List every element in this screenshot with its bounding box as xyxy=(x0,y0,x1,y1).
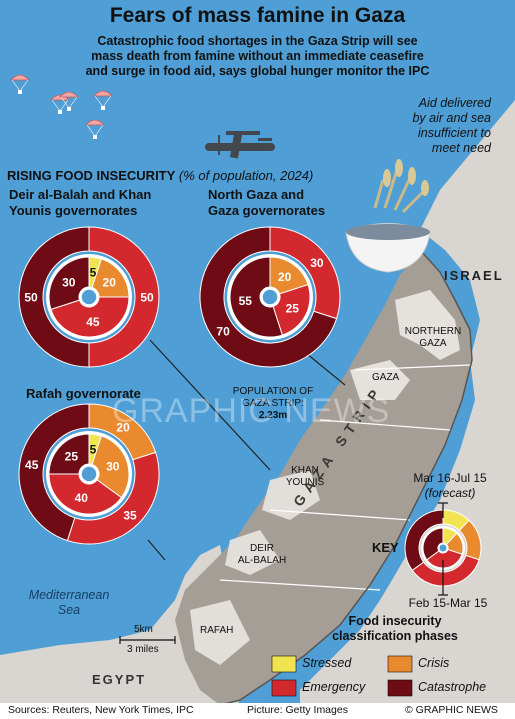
key-donut xyxy=(404,502,482,596)
inner-ring-slice-emergency xyxy=(48,473,123,515)
population-label: POPULATION OF GAZA STRIP: 2.23m xyxy=(232,386,314,421)
outer-ring-slice-catastrophe xyxy=(18,403,90,542)
inner-ring-label-crisis: 20 xyxy=(278,270,292,284)
legend-swatch-catastrophe xyxy=(387,679,413,697)
section-subtitle: (% of population, 2024) xyxy=(178,168,314,183)
parachute-icon xyxy=(85,119,105,139)
label-khan-younis: KHAN YOUNIS xyxy=(285,465,325,488)
donut-chart-1: 50 50 5 20 45 30 xyxy=(18,226,160,368)
outer-ring-label-crisis: 20 xyxy=(116,420,130,434)
inner-ring-slice-catastrophe xyxy=(48,433,90,475)
label-sea: Mediterranean Sea xyxy=(28,588,110,617)
section-title: RISING FOOD INSECURITY xyxy=(7,168,176,183)
donut-hub xyxy=(80,288,98,306)
inner-ring-label-stressed: 5 xyxy=(90,266,97,280)
scale-km: 5km xyxy=(134,624,153,635)
outer-ring-slice-catastrophe xyxy=(199,226,338,368)
legend-label-stressed: Stressed xyxy=(302,656,352,670)
outer-ring-label-catastrophe: 45 xyxy=(25,458,39,472)
inner-ring-slice-emergency xyxy=(50,296,130,338)
inner-ring-label-emergency: 40 xyxy=(75,491,89,505)
governorate-boundary xyxy=(219,364,471,591)
key-inner-slice-catastrophe xyxy=(422,527,444,561)
label-gaza: GAZA xyxy=(372,372,400,383)
key-title: KEY xyxy=(372,540,399,555)
label-deir-al-balah: DEIR AL-BALAH xyxy=(237,543,287,566)
outer-ring-label-catastrophe: 50 xyxy=(24,290,38,304)
wheat-bowl-icon xyxy=(345,159,431,273)
legend-swatch-emergency xyxy=(271,679,297,697)
outer-ring-slice-catastrophe xyxy=(18,226,90,368)
inner-ring-label-crisis: 20 xyxy=(103,276,117,290)
donut-charts: 50 50 5 20 45 30 30 70 20 25 55 20 35 45 5 30 40 25 xyxy=(18,226,341,545)
outer-ring-slice-emergency xyxy=(88,226,160,368)
watermark: GRAPHIC NEWS xyxy=(112,392,391,430)
scale-bar xyxy=(119,636,176,644)
inner-ring-label-emergency: 25 xyxy=(286,302,300,316)
legend-title: Food insecurity classification phases xyxy=(332,614,458,643)
region-title-north-gaza: North Gaza and Gaza governorates xyxy=(208,187,326,218)
gaza-strip-land xyxy=(175,250,472,705)
legend-label-catastrophe: Catastrophe xyxy=(418,680,487,694)
key-current-period: Feb 15-Mar 15 xyxy=(408,596,488,610)
legend-swatch-crisis xyxy=(387,655,413,673)
inner-ring-slice-crisis xyxy=(91,435,130,499)
parachute-icon xyxy=(93,90,113,110)
legend-swatches xyxy=(271,655,413,697)
label-northern-gaza: NORTHERN GAZA xyxy=(404,326,462,349)
outer-ring-label-emergency: 30 xyxy=(310,256,324,270)
inner-ring-slice-catastrophe xyxy=(48,256,90,310)
inner-ring-label-catastrophe: 55 xyxy=(239,294,253,308)
page-title: Fears of mass famine in Gaza xyxy=(109,4,406,27)
inner-ring-slice-catastrophe xyxy=(229,256,283,338)
label-israel: ISRAEL xyxy=(444,268,504,283)
inner-ring-slice-crisis xyxy=(91,258,130,298)
subtitle: Catastrophic food shortages in the Gaza … xyxy=(85,34,430,78)
key-inner-slice-emergency xyxy=(426,548,463,569)
urban-area xyxy=(190,600,250,665)
inner-ring-label-crisis: 30 xyxy=(106,460,120,474)
footer-sources: Sources: Reuters, New York Times, IPC xyxy=(8,704,194,716)
inner-ring-label-stressed: 5 xyxy=(90,443,97,457)
inner-ring-label-emergency: 45 xyxy=(86,315,100,329)
region-title-deir-khan: Deir al-Balah and Khan Younis governorat… xyxy=(9,187,152,218)
parachute-icon xyxy=(59,91,79,111)
inner-ring-slice-crisis xyxy=(269,256,309,295)
aid-parachutes xyxy=(10,74,113,139)
donut-hub xyxy=(261,288,279,306)
parachute-icon xyxy=(10,74,30,94)
footer-picture: Picture: Getty Images xyxy=(247,704,348,716)
region-title-rafah: Rafah governorate xyxy=(26,386,141,401)
urban-area xyxy=(395,290,460,360)
urban-area xyxy=(262,470,320,520)
inner-ring-label-catastrophe: 25 xyxy=(65,450,79,464)
section-heading: RISING FOOD INSECURITY (% of population,… xyxy=(7,168,313,183)
aid-note: Aid delivered by air and sea insufficien… xyxy=(412,96,491,155)
legend-swatch-stressed xyxy=(271,655,297,673)
scale-miles: 3 miles xyxy=(127,644,159,655)
legend-label-crisis: Crisis xyxy=(418,656,450,670)
key-forecast-label: (forecast) xyxy=(424,486,476,500)
inner-ring-label-catastrophe: 30 xyxy=(62,276,76,290)
donut-chart-3: 20 35 45 5 30 40 25 xyxy=(18,403,160,545)
outer-ring-label-emergency: 35 xyxy=(123,508,137,522)
donut-chart-2: 30 70 20 25 55 xyxy=(199,226,341,368)
urban-area xyxy=(225,530,280,575)
outer-ring-label-emergency: 50 xyxy=(140,290,154,304)
egypt-land xyxy=(0,545,240,719)
label-egypt: EGYPT xyxy=(92,672,147,687)
aircraft-icon xyxy=(205,131,275,159)
footer-credit: © GRAPHIC NEWS xyxy=(405,704,498,716)
legend-label-emergency: Emergency xyxy=(302,680,366,694)
key-forecast-period: Mar 16-Jul 15 xyxy=(413,471,487,485)
footer-strip xyxy=(0,703,515,719)
outer-ring-label-catastrophe: 70 xyxy=(216,324,230,338)
inner-ring-slice-emergency xyxy=(272,284,311,336)
label-rafah: RAFAH xyxy=(200,625,234,636)
donut-hub xyxy=(80,465,98,483)
outer-ring-slice-emergency xyxy=(66,451,160,545)
